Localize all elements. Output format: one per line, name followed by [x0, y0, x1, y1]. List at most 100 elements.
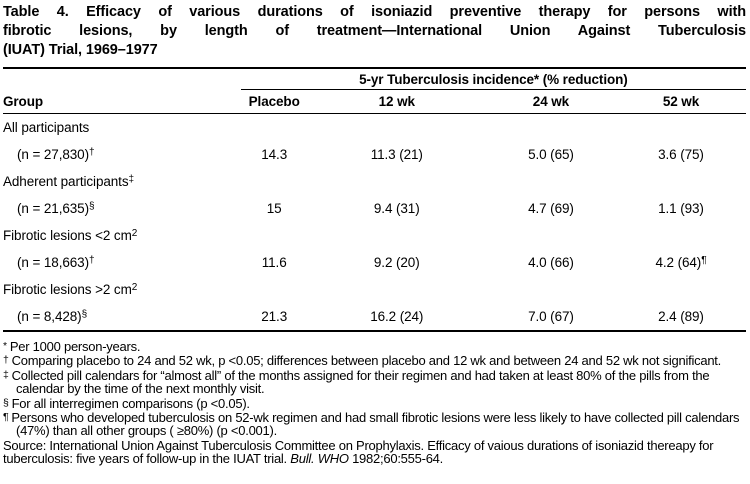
source-note: Source: International Union Against Tube… [3, 439, 746, 466]
value-cell [308, 114, 486, 142]
group-cell: (n = 27,830)† [3, 141, 241, 168]
source-citation: 1982;60:555-64. [348, 451, 444, 467]
value-cell: 2.4 (89) [615, 303, 746, 332]
value-cell [486, 222, 616, 249]
footnote-symbol: ¶ [3, 411, 9, 424]
footnote-text: Persons who developed tuberculosis on 52… [11, 410, 740, 439]
table-row: Adherent participants‡ [3, 168, 746, 195]
row-label: (n = 8,428) [17, 309, 82, 324]
table-row: Fibrotic lesions >2 cm2 [3, 276, 746, 303]
span-header-spacer [3, 68, 241, 90]
column-header-12wk: 12 wk [307, 89, 486, 114]
group-cell: (n = 8,428)§ [3, 303, 241, 332]
value-cell: 4.2 (64)¶ [616, 249, 746, 276]
table-span-header: 5-yr Tuberculosis incidence* (% reductio… [240, 68, 746, 90]
group-cell: Fibrotic lesions >2 cm2 [3, 276, 241, 303]
value-cell [308, 276, 486, 303]
footnote-marker: ¶ [701, 255, 707, 266]
table-row: Fibrotic lesions <2 cm2 [3, 222, 746, 249]
value-cell: 1.1 (93) [658, 201, 704, 216]
value-cell: 5.0 (65) [528, 147, 574, 162]
row-label: Fibrotic lesions >2 cm [3, 282, 132, 297]
value-cell: 11.3 (21) [370, 147, 423, 162]
value-cell: 14.3 [261, 147, 288, 162]
value-cell: 11.6 [261, 255, 287, 270]
footnote-marker: † [88, 147, 95, 158]
value-cell [616, 168, 746, 195]
footnote: § For all interregimen comparisons (p <0.… [3, 395, 746, 411]
source-journal: Bull. WHO [290, 451, 349, 467]
group-cell: Adherent participants‡ [3, 168, 241, 195]
value-cell: 9.2 (20) [373, 255, 420, 270]
value-cell [486, 114, 616, 142]
group-cell: Fibrotic lesions <2 cm2 [3, 222, 241, 249]
row-label: Fibrotic lesions <2 cm [3, 228, 132, 243]
table-row: (n = 18,663)† 11.6 9.2 (20) 4.0 (66) 4.2… [3, 249, 746, 276]
value-cell: 16.2 (24) [307, 303, 486, 332]
footnote-marker: ‡ [128, 174, 134, 185]
row-label: (n = 18,663) [17, 255, 89, 270]
footnotes-section: * Per 1000 person-years. † Comparing place… [3, 340, 746, 466]
footnote-marker: † [88, 255, 95, 266]
footnote-text: Collected pill calendars for “almost all… [11, 367, 710, 397]
value-cell [241, 222, 308, 249]
footnote-text: For all interregimen comparisons (p <0.0… [11, 395, 250, 411]
value-cell: 3.6 (75) [658, 147, 704, 162]
footnote-symbol: § [3, 396, 9, 409]
footnote-text: Comparing placebo to 24 and 52 wk, p <0.… [11, 353, 722, 369]
footnote-text: Per 1000 person-years. [9, 339, 141, 354]
value-cell [241, 114, 308, 142]
group-cell: All participants [3, 114, 241, 142]
column-header-group: Group [3, 89, 241, 114]
column-header-placebo: Placebo [240, 89, 308, 114]
title-line: fibrotic lesions, by length of treatment… [3, 23, 746, 39]
title-line: Table 4. Efficacy of various durations o… [3, 4, 746, 20]
table-row: (n = 27,830)† 14.3 11.3 (21) 5.0 (65) 3.… [3, 141, 746, 168]
value-text: 4.2 (64) [655, 255, 702, 270]
row-label: (n = 21,635) [17, 201, 89, 216]
footnote-marker: § [88, 201, 95, 212]
value-cell [486, 168, 616, 195]
footnote-marker: § [81, 309, 88, 320]
footnote-symbol: * [3, 340, 7, 352]
footnote-symbol: ‡ [3, 368, 9, 381]
value-cell: 4.0 (66) [528, 255, 574, 270]
group-cell: (n = 18,663)† [3, 249, 241, 276]
row-label: All participants [3, 120, 90, 135]
efficacy-table: 5-yr Tuberculosis incidence* (% reductio… [3, 67, 746, 332]
source-text: Source: International Union Against Tube… [3, 437, 714, 467]
column-header-52wk: 52 wk [615, 89, 746, 114]
value-cell [241, 168, 308, 195]
table-row: (n = 8,428)§ 21.3 16.2 (24) 7.0 (67) 2.4… [3, 303, 746, 332]
value-cell: 4.7 (69) [528, 201, 574, 216]
footnote: † Comparing placebo to 24 and 52 wk, p <0… [3, 354, 746, 367]
table-title: Table 4. Efficacy of various durations o… [3, 3, 746, 60]
row-label: (n = 27,830) [17, 147, 89, 162]
footnote: * Per 1000 person-years. [3, 340, 746, 353]
value-cell: 9.4 (31) [373, 201, 420, 216]
footnote: ‡ Collected pill calendars for “almost al… [3, 369, 746, 396]
value-cell [308, 168, 486, 195]
value-cell [486, 276, 616, 303]
value-cell [616, 114, 746, 142]
title-line: (IUAT) Trial, 1969–1977 [3, 42, 158, 58]
value-cell: 7.0 (67) [485, 303, 616, 332]
value-cell [308, 222, 486, 249]
table-row: (n = 21,635)§ 15 9.4 (31) 4.7 (69) 1.1 (… [3, 195, 746, 222]
value-cell [616, 276, 746, 303]
column-header-24wk: 24 wk [485, 89, 616, 114]
row-label: Adherent participants [3, 174, 129, 189]
table-row: All participants [3, 114, 746, 142]
value-cell: 15 [266, 201, 282, 216]
superscript-2: 2 [131, 282, 138, 293]
superscript-2: 2 [131, 228, 138, 239]
footnote: ¶ Persons who developed tuberculosis on 5… [3, 411, 746, 438]
footnote-symbol: † [3, 354, 9, 367]
value-cell [616, 222, 746, 249]
value-cell [241, 276, 308, 303]
group-cell: (n = 21,635)§ [3, 195, 241, 222]
column-header-row: Group Placebo 12 wk 24 wk 52 wk [3, 89, 746, 114]
span-header-row: 5-yr Tuberculosis incidence* (% reductio… [3, 68, 746, 90]
value-cell: 21.3 [240, 303, 308, 332]
